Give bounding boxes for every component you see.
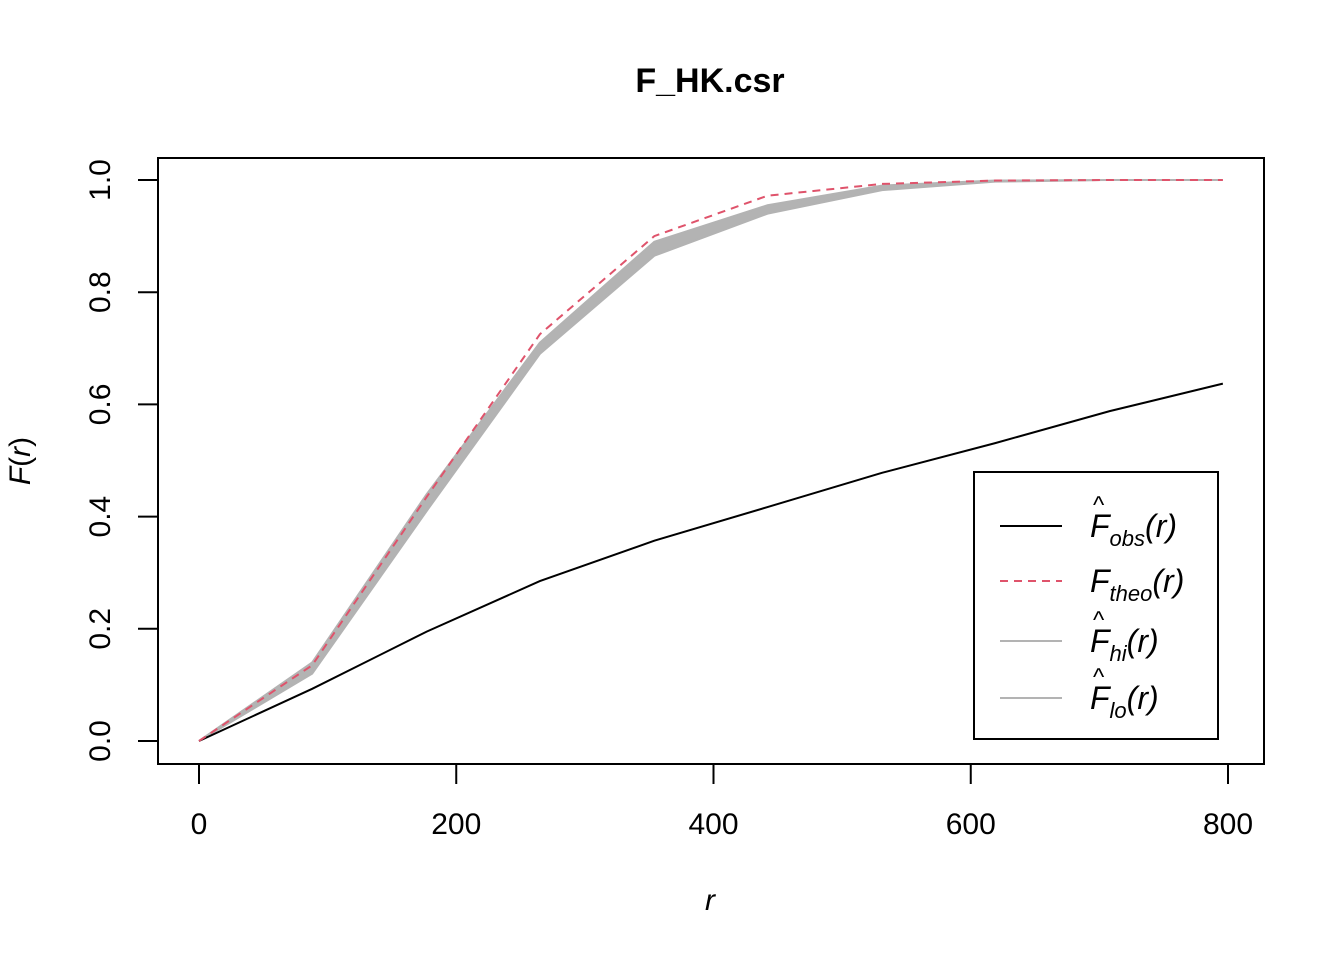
y-tick-label: 0.4 xyxy=(84,496,117,538)
legend-entry-hi: Fhi(r)^ xyxy=(1000,607,1159,666)
legend-entry-obs: Fobs(r)^ xyxy=(1000,492,1177,551)
y-tick-label: 0.2 xyxy=(84,608,117,650)
legend-label-hi: Fhi(r) xyxy=(1090,623,1159,666)
legend-hat-lo: ^ xyxy=(1093,664,1105,691)
legend: Fobs(r)^Ftheo(r)Fhi(r)^Flo(r)^ xyxy=(973,471,1219,740)
y-axis-label-main: F xyxy=(4,465,37,485)
y-axis-label: F(r) xyxy=(4,437,37,485)
y-axis-label-open: ( xyxy=(4,457,37,467)
x-tick-label: 200 xyxy=(431,808,481,841)
x-axis-label: r xyxy=(705,884,716,917)
series-layer xyxy=(198,179,1224,742)
x-tick-label: 0 xyxy=(191,808,208,841)
y-tick-label: 0.8 xyxy=(84,271,117,313)
x-tick-label: 400 xyxy=(688,808,738,841)
legend-hat-hi: ^ xyxy=(1093,607,1105,634)
y-axis: 0.0 0.2 0.4 0.6 0.8 1.0 xyxy=(84,159,159,762)
envelope-band xyxy=(198,179,1223,742)
chart-title: F_HK.csr xyxy=(635,62,784,100)
legend-box xyxy=(973,471,1219,740)
legend-entry-theo: Ftheo(r) xyxy=(1000,563,1184,606)
legend-hat-obs: ^ xyxy=(1093,492,1105,519)
legend-label-lo: Flo(r) xyxy=(1090,680,1159,723)
y-tick-label: 1.0 xyxy=(84,159,117,201)
series-line-theo xyxy=(198,179,1223,742)
x-tick-label: 800 xyxy=(1203,808,1253,841)
x-axis: 0 200 400 600 800 xyxy=(191,763,1253,841)
legend-entry-lo: Flo(r)^ xyxy=(1000,664,1159,723)
envelope-band-area xyxy=(198,179,1223,742)
legend-label-theo: Ftheo(r) xyxy=(1090,563,1184,606)
y-tick-label: 0.0 xyxy=(84,720,117,762)
y-axis-label-arg: r xyxy=(4,446,37,457)
x-tick-label: 600 xyxy=(946,808,996,841)
y-tick-label: 0.6 xyxy=(84,384,117,426)
series-line-obs xyxy=(198,382,1224,742)
legend-label-obs: Fobs(r) xyxy=(1090,508,1177,551)
y-axis-label-close: ) xyxy=(4,437,37,447)
